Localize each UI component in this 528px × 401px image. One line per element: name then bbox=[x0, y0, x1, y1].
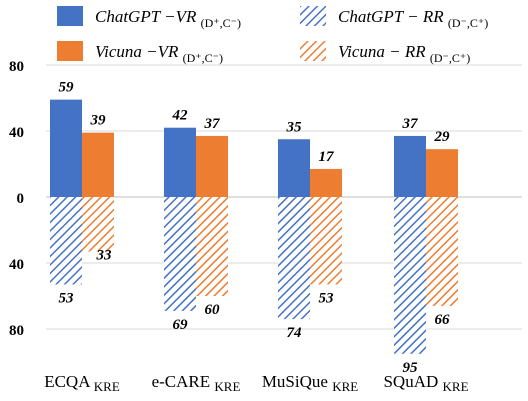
x-category-label: MuSiQue KRE bbox=[262, 372, 358, 394]
legend-swatch bbox=[57, 41, 83, 61]
bar-chatgpt_rr bbox=[278, 197, 310, 320]
y-tick-label: 80 bbox=[9, 59, 24, 75]
bar-chatgpt_rr bbox=[394, 197, 426, 354]
bars bbox=[50, 99, 458, 354]
y-tick-label: 40 bbox=[9, 257, 24, 273]
data-label-vicuna_rr: 66 bbox=[435, 312, 451, 328]
data-label-chatgpt_vr: 37 bbox=[402, 116, 419, 132]
data-label-chatgpt_rr: 53 bbox=[59, 290, 75, 306]
legend-label: ChatGPT − RR (D⁻,C⁺) bbox=[338, 7, 488, 30]
bar-vicuna_vr bbox=[196, 135, 228, 197]
data-label-chatgpt_rr: 95 bbox=[403, 360, 419, 376]
legend-label: Vicuna −VR (D⁺,C⁻) bbox=[95, 42, 223, 65]
legend-swatch bbox=[300, 6, 326, 26]
x-category-label: e-CARE KRE bbox=[152, 372, 241, 394]
x-category-label: SQuAD KRE bbox=[383, 372, 468, 394]
data-label-vicuna_rr: 53 bbox=[319, 290, 335, 306]
bar-vicuna_rr bbox=[82, 197, 114, 252]
data-label-vicuna_vr: 39 bbox=[90, 113, 107, 129]
bar-vicuna_vr bbox=[310, 168, 342, 197]
bar-chatgpt_vr bbox=[50, 99, 82, 197]
x-axis-categories: ECQA KRE e-CARE KRE MuSiQue KRE SQuAD KRE bbox=[44, 372, 468, 394]
data-label-chatgpt_rr: 74 bbox=[287, 325, 303, 341]
data-labels: 59 42 35 37 39 37 17 29 53 69 74 95 33 60 53 66 bbox=[59, 80, 451, 376]
legend-label: Vicuna − RR (D⁻,C⁺) bbox=[338, 42, 470, 65]
bar-vicuna_rr bbox=[426, 197, 458, 306]
data-label-chatgpt_vr: 42 bbox=[172, 108, 189, 124]
data-label-chatgpt_rr: 69 bbox=[173, 317, 189, 333]
data-label-vicuna_rr: 60 bbox=[205, 302, 221, 318]
bar-chatgpt_rr bbox=[164, 197, 196, 311]
data-label-vicuna_vr: 29 bbox=[434, 129, 451, 145]
bar-chatgpt_vr bbox=[394, 135, 426, 197]
bar-chatgpt_vr bbox=[278, 139, 310, 197]
bar-vicuna_rr bbox=[310, 197, 342, 285]
y-tick-label: 40 bbox=[9, 125, 24, 141]
bar-chatgpt_vr bbox=[164, 127, 196, 197]
y-tick-label: 0 bbox=[17, 191, 25, 207]
legend: ChatGPT −VR (D⁺,C⁻) ChatGPT − RR (D⁻,C⁺) V… bbox=[57, 6, 488, 65]
y-tick-label: 80 bbox=[9, 323, 24, 339]
data-label-chatgpt_vr: 35 bbox=[286, 119, 303, 135]
bar-vicuna_vr bbox=[426, 149, 458, 197]
bar-vicuna_rr bbox=[196, 197, 228, 296]
legend-swatch bbox=[300, 41, 326, 61]
data-label-chatgpt_vr: 59 bbox=[59, 80, 75, 96]
bar-chatgpt_rr bbox=[50, 197, 82, 285]
y-axis-ticks: 80 40 0 40 80 bbox=[9, 59, 24, 339]
legend-swatch bbox=[57, 6, 83, 26]
x-category-label: ECQA KRE bbox=[44, 372, 120, 394]
bar-vicuna_vr bbox=[82, 132, 114, 197]
data-label-vicuna_rr: 33 bbox=[96, 247, 113, 263]
data-label-vicuna_vr: 37 bbox=[204, 116, 221, 132]
legend-label: ChatGPT −VR (D⁺,C⁻) bbox=[95, 7, 241, 30]
data-label-vicuna_vr: 17 bbox=[319, 149, 335, 165]
